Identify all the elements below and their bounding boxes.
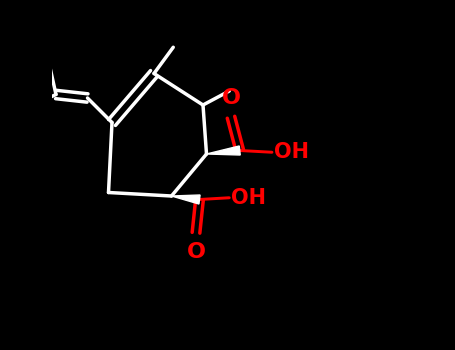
Text: O: O	[222, 89, 241, 108]
Polygon shape	[207, 146, 240, 155]
Text: OH: OH	[274, 142, 308, 162]
Polygon shape	[172, 195, 200, 204]
Text: OH: OH	[231, 188, 266, 208]
Text: O: O	[187, 241, 206, 261]
